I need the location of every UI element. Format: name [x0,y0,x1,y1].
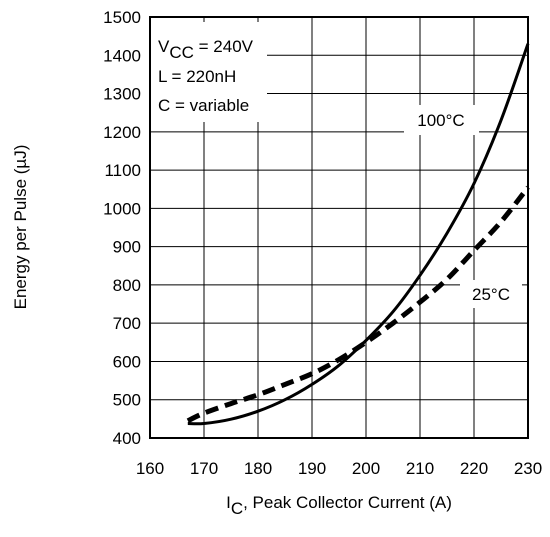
series-label-25c-group: 25°C [460,280,522,308]
y-tick-label: 1500 [103,8,141,27]
y-tick-label: 1200 [103,123,141,142]
curves [186,43,530,426]
conditions-box: VCC = 240V L = 220nH C = variable [150,22,267,122]
tick-labels: 160 170 180 190 200 210 220 230 400 500 600 700 800 9… [103,8,542,478]
y-axis-title: Energy per Pulse (µJ) [11,145,30,310]
x-axis-title-rest: , Peak Collector Current (A) [243,493,452,512]
series-label-100c-group: 100°C [404,105,479,135]
x-axis-title-symbol: I [226,493,231,512]
vcc-symbol: V [158,37,170,56]
x-tick-label: 200 [352,459,380,478]
vcc-subscript: CC [169,43,194,62]
y-tick-label: 800 [113,276,141,295]
x-tick-label: 190 [298,459,326,478]
series-label-25c-background [460,280,522,308]
y-tick-label: 400 [113,429,141,448]
vcc-value: = 240V [194,37,254,56]
x-tick-label: 220 [460,459,488,478]
y-tick-label: 1300 [103,85,141,104]
capacitance-annotation: C = variable [158,96,249,115]
x-tick-label: 230 [514,459,542,478]
conditions-box-background [150,22,267,122]
x-tick-label: 160 [136,459,164,478]
y-tick-label: 1400 [103,46,141,65]
x-axis-title: IC, Peak Collector Current (A) [226,493,452,518]
plot-frame [149,16,529,439]
inductance-annotation: L = 220nH [158,67,236,86]
x-tick-label: 180 [244,459,272,478]
y-tick-label: 1000 [103,199,141,218]
series-label-100c: 100°C [417,111,464,130]
y-tick-label: 700 [113,314,141,333]
y-tick-label: 500 [113,391,141,410]
y-tick-label: 900 [113,238,141,257]
series-label-100c-background [404,105,479,135]
series-line-25c [186,185,530,424]
vcc-annotation: VCC = 240V [158,37,254,62]
x-tick-label: 170 [190,459,218,478]
y-tick-label: 1100 [104,161,141,180]
x-axis-title-subscript: C [231,499,243,518]
x-tick-label: 210 [406,459,434,478]
series-label-25c: 25°C [472,285,510,304]
y-tick-label: 600 [113,352,141,371]
